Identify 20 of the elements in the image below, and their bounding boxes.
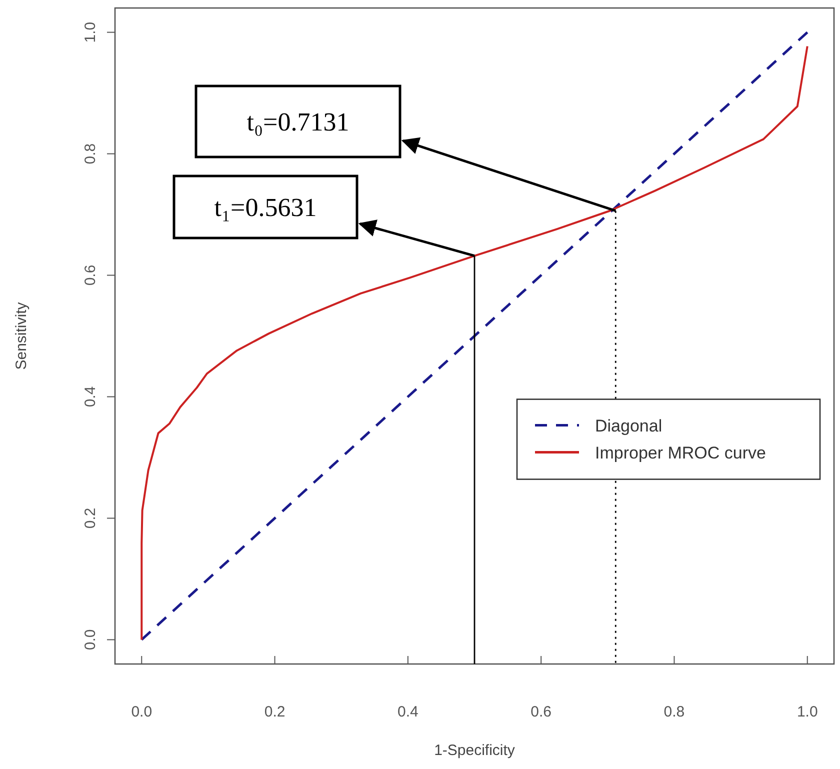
x-axis-title: 1-Specificity <box>434 742 516 759</box>
annotation: t₀=0.7131 <box>246 108 350 136</box>
x-tick-label: 0.2 <box>264 704 286 720</box>
x-tick-label: 0.0 <box>131 704 152 720</box>
y-tick-label: 0.0 <box>82 629 99 650</box>
callout-box: t₀=0.7131 <box>194 84 402 158</box>
y-tick-label: 0.6 <box>82 264 99 286</box>
y-tick-label: 1.0 <box>82 22 99 43</box>
y-tick-label: 0.4 <box>82 386 99 408</box>
legend-label: Improper MROC curve <box>595 443 766 462</box>
y-axis-title: Sensitivity <box>13 302 30 370</box>
annotation: t₁=0.5631 <box>214 193 317 222</box>
callout-box: t₁=0.5631 <box>172 174 358 240</box>
y-tick-label: 0.8 <box>82 143 99 164</box>
x-tick-label: 0.4 <box>397 704 418 720</box>
x-tick-label: 0.8 <box>664 704 685 720</box>
legend-label: Diagonal <box>595 416 662 436</box>
y-tick-label: 0.2 <box>82 508 99 529</box>
x-tick-label: 0.6 <box>530 704 552 720</box>
x-tick-label: 1.0 <box>796 704 818 720</box>
